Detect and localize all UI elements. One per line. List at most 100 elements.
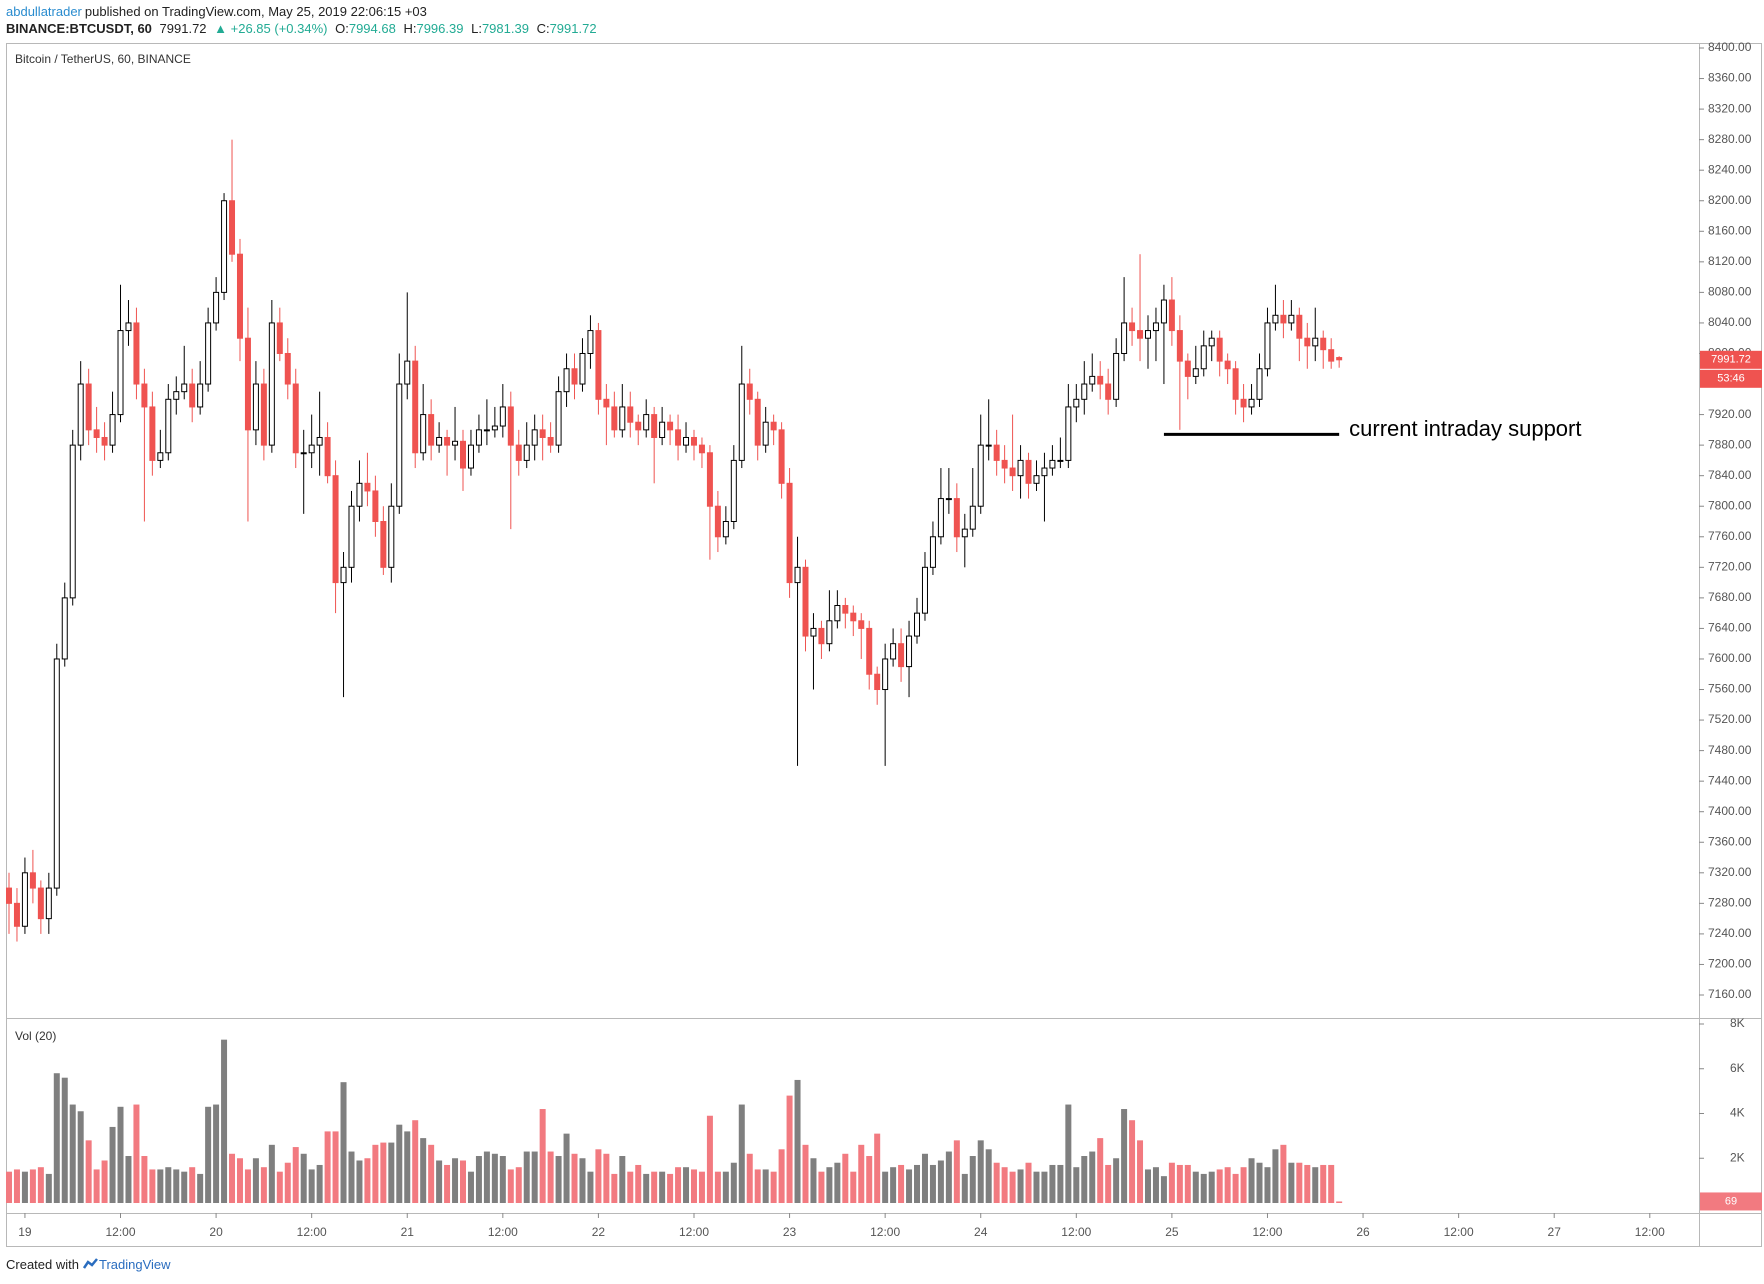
candle-body bbox=[746, 383, 753, 400]
volume-bar bbox=[1216, 1169, 1223, 1203]
last-volume-label: 69 bbox=[1725, 1195, 1737, 1207]
change: ▲ +26.85 (+0.34%) bbox=[214, 21, 328, 36]
volume-bar bbox=[268, 1144, 275, 1203]
last-volume-box bbox=[1700, 1192, 1762, 1211]
candle-body bbox=[1017, 459, 1024, 477]
volume-bar bbox=[754, 1169, 761, 1203]
candle-body bbox=[1232, 368, 1239, 400]
candle-body bbox=[539, 429, 546, 438]
volume-bar bbox=[1057, 1164, 1064, 1203]
header-line-1: abdullatrader published on TradingView.co… bbox=[6, 3, 601, 20]
candle-body bbox=[292, 383, 299, 454]
candle-body bbox=[690, 436, 697, 446]
candle-body bbox=[244, 337, 251, 431]
candle-body bbox=[1208, 337, 1215, 347]
candle-body bbox=[149, 406, 156, 461]
candle-body bbox=[762, 421, 769, 446]
volume-tick-label: 8K bbox=[1730, 1016, 1745, 1030]
candle-body bbox=[1057, 459, 1064, 462]
candle-body bbox=[587, 330, 594, 354]
volume-bar bbox=[221, 1039, 228, 1203]
candle-body bbox=[890, 643, 897, 660]
y-tick-label: 7320.00 bbox=[1708, 865, 1752, 879]
candle-body bbox=[221, 200, 228, 293]
candle-body bbox=[1288, 314, 1295, 324]
candle-body bbox=[906, 635, 913, 668]
volume-bar bbox=[125, 1156, 132, 1203]
candle-body bbox=[420, 414, 427, 454]
candle-body bbox=[133, 322, 140, 385]
candle-body bbox=[1216, 337, 1223, 362]
candle-body bbox=[467, 444, 474, 469]
footer-brand[interactable]: TradingView bbox=[98, 1257, 171, 1272]
candle-body bbox=[643, 414, 650, 431]
volume-bar bbox=[173, 1169, 180, 1203]
volume-bar bbox=[1200, 1173, 1207, 1203]
annotation-text: current intraday support bbox=[1349, 416, 1581, 441]
volume-bar bbox=[284, 1162, 291, 1203]
volume-bar bbox=[834, 1162, 841, 1203]
candle-body bbox=[794, 566, 801, 584]
candle-body bbox=[189, 383, 196, 408]
candle-body bbox=[667, 421, 674, 431]
countdown-box bbox=[1700, 369, 1762, 388]
volume-bar bbox=[1137, 1140, 1144, 1203]
candle-body bbox=[619, 406, 626, 431]
candle-body bbox=[627, 406, 634, 423]
candle-body bbox=[603, 398, 610, 408]
y-tick-label: 8200.00 bbox=[1708, 193, 1752, 207]
volume-bar bbox=[467, 1171, 474, 1203]
volume-bar bbox=[380, 1142, 387, 1203]
candle-body bbox=[348, 505, 355, 568]
candle-body bbox=[810, 627, 817, 637]
candle-body bbox=[1200, 345, 1207, 370]
candle-body bbox=[1001, 459, 1008, 469]
x-tick-label: 12:00 bbox=[1252, 1225, 1282, 1239]
high-value: 7996.39 bbox=[416, 21, 464, 36]
high-label: H: bbox=[403, 21, 417, 36]
volume-bar bbox=[850, 1171, 857, 1203]
y-tick-label: 7600.00 bbox=[1708, 651, 1752, 665]
x-tick-label: 25 bbox=[1165, 1225, 1179, 1239]
volume-bar bbox=[953, 1140, 960, 1203]
volume-bar bbox=[619, 1156, 626, 1203]
candle-body bbox=[714, 505, 721, 538]
candle-body bbox=[101, 436, 108, 446]
volume-bar bbox=[93, 1169, 100, 1203]
volume-bar bbox=[1049, 1164, 1056, 1203]
y-tick-label: 7520.00 bbox=[1708, 712, 1752, 726]
volume-bar bbox=[659, 1171, 666, 1203]
candle-body bbox=[380, 521, 387, 568]
volume-bar bbox=[1144, 1169, 1151, 1203]
author[interactable]: abdullatrader bbox=[6, 4, 82, 19]
y-tick-label: 7400.00 bbox=[1708, 804, 1752, 818]
candle-body bbox=[563, 368, 570, 393]
candle-body bbox=[1105, 383, 1112, 400]
candle-body bbox=[1280, 314, 1287, 324]
candle-body bbox=[1272, 314, 1279, 324]
volume-bar bbox=[778, 1149, 785, 1203]
volume-bar bbox=[770, 1171, 777, 1203]
candle-body bbox=[738, 383, 745, 461]
candle-body bbox=[683, 436, 690, 446]
candle-body bbox=[499, 406, 506, 427]
footer-text: Created with bbox=[6, 1257, 79, 1272]
y-tick-label: 8320.00 bbox=[1708, 101, 1752, 115]
volume-bar bbox=[364, 1158, 371, 1203]
volume-bar bbox=[1288, 1162, 1295, 1203]
candle-body bbox=[1121, 322, 1128, 354]
volume-bar bbox=[308, 1169, 315, 1203]
candle-body bbox=[977, 444, 984, 507]
open-label: O: bbox=[335, 21, 349, 36]
volume-bar bbox=[1160, 1176, 1167, 1203]
volume-bar bbox=[332, 1131, 339, 1203]
volume-bar bbox=[276, 1171, 283, 1203]
volume-bar bbox=[6, 1171, 12, 1203]
candle-body bbox=[276, 322, 283, 354]
candle-body bbox=[675, 429, 682, 446]
volume-bar bbox=[722, 1171, 729, 1203]
candle-body bbox=[428, 414, 435, 446]
candle-body bbox=[1248, 398, 1255, 408]
volume-bar bbox=[1224, 1167, 1231, 1203]
